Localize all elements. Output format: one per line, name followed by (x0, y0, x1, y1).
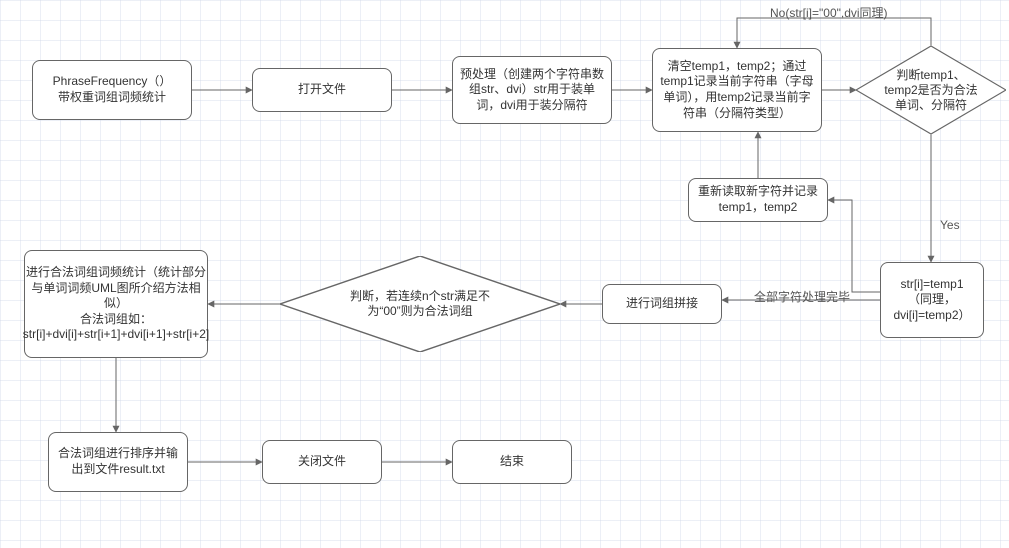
node-text: 判断，若连续n个str满足不为“00”则为合法词组 (280, 256, 560, 352)
node-text: 进行词组拼接 (626, 296, 698, 312)
flowchart-canvas: PhraseFrequency（） 带权重词组词频统计 打开文件 预处理（创建两… (0, 0, 1009, 548)
node-open-file: 打开文件 (252, 68, 392, 112)
edge-label-no: No(str[i]="00",dvi同理) (770, 4, 888, 21)
node-decision-legal: 判断temp1、temp2是否为合法单词、分隔符 (856, 46, 1006, 134)
node-text: 预处理（创建两个字符串数组str、dvi）str用于装单词，dvi用于装分隔符 (459, 67, 605, 114)
node-text: 清空temp1，temp2；通过temp1记录当前字符串（字母单词），用temp… (659, 59, 815, 121)
node-count-freq: 进行合法词组词频统计（统计部分与单词词频UML图所介绍方法相似） 合法词组如： … (24, 250, 208, 358)
edge-label-yes: Yes (940, 218, 960, 232)
edge-label-all-done: 全部字符处理完毕 (754, 288, 850, 305)
edge (737, 18, 931, 48)
node-text: 合法词组进行排序并输出到文件result.txt (55, 446, 181, 477)
node-text: str[i]=temp1 （同理，dvi[i]=temp2） (887, 277, 977, 324)
node-assign-str-dvi: str[i]=temp1 （同理，dvi[i]=temp2） (880, 262, 984, 338)
node-reread-char: 重新读取新字符并记录temp1，temp2 (688, 178, 828, 222)
node-end: 结束 (452, 440, 572, 484)
node-sort-output: 合法词组进行排序并输出到文件result.txt (48, 432, 188, 492)
node-close-file: 关闭文件 (262, 440, 382, 484)
node-text: PhraseFrequency（） 带权重词组词频统计 (53, 74, 172, 105)
node-phrasefrequency: PhraseFrequency（） 带权重词组词频统计 (32, 60, 192, 120)
node-decision-n-str: 判断，若连续n个str满足不为“00”则为合法词组 (280, 256, 560, 352)
edge (828, 200, 880, 292)
node-concat-phrase: 进行词组拼接 (602, 284, 722, 324)
node-text: 进行合法词组词频统计（统计部分与单词词频UML图所介绍方法相似） 合法词组如： … (23, 265, 209, 343)
node-text: 结束 (500, 454, 524, 470)
node-text: 重新读取新字符并记录temp1，temp2 (695, 184, 821, 215)
node-text: 关闭文件 (298, 454, 346, 470)
node-text: 判断temp1、temp2是否为合法单词、分隔符 (856, 46, 1006, 134)
node-clear-temps: 清空temp1，temp2；通过temp1记录当前字符串（字母单词），用temp… (652, 48, 822, 132)
node-preprocess: 预处理（创建两个字符串数组str、dvi）str用于装单词，dvi用于装分隔符 (452, 56, 612, 124)
node-text: 打开文件 (298, 82, 346, 98)
